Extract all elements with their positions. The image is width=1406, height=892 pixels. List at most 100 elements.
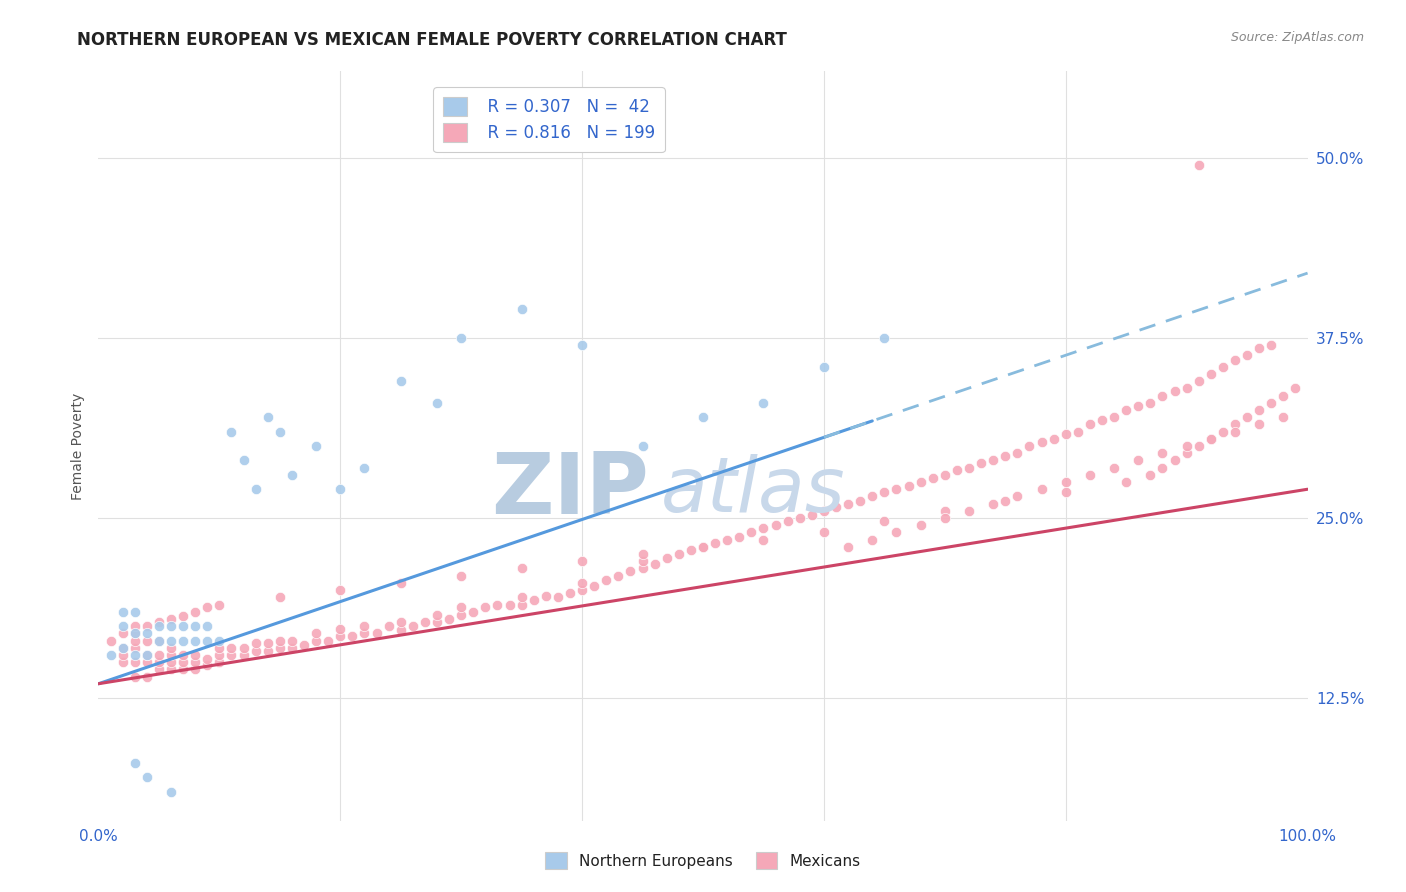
Point: [256, 643, 278, 657]
Point: [450, 600, 472, 615]
Point: [184, 633, 207, 648]
Point: [148, 615, 170, 629]
Point: [124, 655, 146, 669]
Point: [111, 619, 134, 633]
Text: NORTHERN EUROPEAN VS MEXICAN FEMALE POVERTY CORRELATION CHART: NORTHERN EUROPEAN VS MEXICAN FEMALE POVE…: [77, 31, 787, 49]
Point: [450, 607, 472, 622]
Point: [510, 302, 533, 317]
Point: [1236, 410, 1258, 425]
Point: [450, 331, 472, 345]
Point: [221, 640, 243, 655]
Point: [221, 425, 243, 439]
Point: [1007, 446, 1029, 460]
Point: [184, 655, 207, 669]
Point: [655, 551, 678, 566]
Point: [486, 598, 509, 612]
Point: [172, 633, 194, 648]
Point: [111, 640, 134, 655]
Point: [148, 662, 170, 676]
Point: [245, 482, 267, 496]
Point: [389, 615, 412, 629]
Point: [595, 573, 617, 587]
Point: [353, 619, 375, 633]
Point: [124, 648, 146, 662]
Point: [124, 633, 146, 648]
Point: [148, 619, 170, 633]
Point: [981, 497, 1004, 511]
Point: [1284, 381, 1306, 395]
Point: [160, 612, 183, 626]
Point: [184, 619, 207, 633]
Point: [1260, 338, 1282, 352]
Point: [353, 460, 375, 475]
Point: [1199, 432, 1222, 446]
Text: ZIP: ZIP: [491, 450, 648, 533]
Point: [692, 540, 714, 554]
Point: [837, 540, 859, 554]
Point: [208, 655, 231, 669]
Point: [172, 648, 194, 662]
Point: [558, 586, 581, 600]
Point: [1031, 482, 1053, 496]
Point: [631, 554, 654, 568]
Point: [208, 598, 231, 612]
Point: [426, 607, 449, 622]
Point: [897, 479, 920, 493]
Point: [1223, 417, 1246, 432]
Point: [860, 533, 883, 547]
Point: [172, 655, 194, 669]
Point: [510, 591, 533, 605]
Point: [1175, 446, 1198, 460]
Point: [957, 504, 980, 518]
Point: [873, 485, 896, 500]
Point: [281, 640, 304, 655]
Point: [329, 583, 352, 598]
Point: [135, 619, 157, 633]
Point: [208, 633, 231, 648]
Point: [256, 636, 278, 650]
Point: [571, 575, 593, 590]
Point: [583, 579, 606, 593]
Point: [825, 500, 848, 514]
Point: [631, 547, 654, 561]
Point: [1223, 425, 1246, 439]
Point: [305, 633, 328, 648]
Point: [510, 561, 533, 575]
Point: [1163, 453, 1185, 467]
Point: [1249, 341, 1271, 355]
Point: [910, 518, 932, 533]
Point: [450, 568, 472, 582]
Point: [124, 756, 146, 770]
Point: [160, 648, 183, 662]
Point: [389, 374, 412, 388]
Point: [124, 619, 146, 633]
Point: [1163, 384, 1185, 399]
Point: [305, 439, 328, 453]
Point: [534, 589, 557, 603]
Point: [160, 640, 183, 655]
Point: [994, 449, 1017, 463]
Point: [1054, 427, 1077, 442]
Point: [752, 396, 775, 410]
Point: [269, 591, 291, 605]
Point: [195, 619, 218, 633]
Point: [994, 493, 1017, 508]
Point: [789, 511, 811, 525]
Point: [523, 593, 546, 607]
Point: [184, 648, 207, 662]
Point: [221, 648, 243, 662]
Point: [135, 648, 157, 662]
Point: [269, 633, 291, 648]
Point: [571, 583, 593, 598]
Point: [208, 648, 231, 662]
Point: [873, 331, 896, 345]
Point: [184, 662, 207, 676]
Point: [135, 771, 157, 785]
Point: [607, 568, 630, 582]
Point: [402, 619, 425, 633]
Point: [510, 598, 533, 612]
Point: [970, 456, 993, 470]
Point: [934, 504, 956, 518]
Point: [124, 626, 146, 640]
Point: [148, 648, 170, 662]
